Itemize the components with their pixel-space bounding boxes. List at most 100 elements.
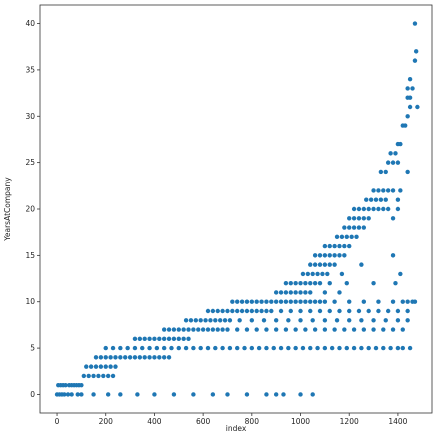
data-point [210,392,216,397]
data-point [351,327,357,332]
data-point [242,345,247,351]
data-point [359,318,364,323]
data-point [183,318,189,323]
data-point [203,318,208,323]
data-point [205,308,211,314]
data-point [196,327,201,332]
data-point [412,58,418,63]
data-point [385,188,391,193]
data-point [312,327,318,332]
data-point [264,392,269,397]
data-point [220,327,225,332]
data-point [235,327,240,332]
data-point [118,345,123,351]
data-point [113,364,118,369]
data-point [237,318,242,323]
data-point [288,290,293,295]
data-point [337,253,342,258]
data-point [327,308,332,314]
data-point [371,280,376,286]
data-point [135,392,140,397]
data-point [176,327,181,332]
data-point [225,327,230,332]
data-point [407,104,413,110]
data-point [322,290,328,295]
data-point [303,290,308,295]
data-point [405,299,410,304]
data-point [239,299,245,304]
data-point [322,318,328,323]
data-point [273,327,279,332]
data-point [298,308,303,314]
data-point [376,206,381,212]
data-point [347,225,352,230]
data-point [351,225,357,230]
data-point [264,345,269,351]
data-point [317,308,323,314]
data-point [395,160,401,165]
data-point [75,392,80,397]
data-point [342,243,347,249]
data-point [366,308,371,314]
data-point [93,364,99,369]
data-point [188,318,194,323]
data-point [378,197,384,202]
data-point [317,262,323,267]
data-point [390,327,396,332]
data-point [110,345,116,351]
data-point [147,336,152,342]
data-point [332,253,337,258]
data-point [303,327,308,332]
data-point [310,271,315,277]
data-point [132,345,138,351]
data-point [171,327,177,332]
data-point [344,280,349,286]
y-tick-label: 0 [30,390,35,399]
data-point [293,299,298,304]
data-point [213,345,218,351]
data-point [215,308,220,314]
data-point [390,299,396,304]
data-point [63,382,68,388]
data-point [349,234,354,240]
data-point [288,308,293,314]
data-point [305,271,311,277]
data-point [317,253,323,258]
data-point [69,392,74,397]
data-point [123,355,128,360]
data-point [205,327,211,332]
data-point [161,327,167,332]
data-point [405,86,410,91]
data-point [293,345,298,351]
data-point [351,206,357,212]
data-point [315,345,320,351]
data-point [393,151,398,156]
data-point [308,308,313,314]
data-point [412,299,418,304]
data-point [410,86,415,91]
data-point [381,188,386,193]
data-point [347,299,352,304]
data-point [405,308,410,314]
x-axis-label: index [226,424,247,433]
data-point [278,308,284,314]
data-point [390,160,396,165]
data-point [283,280,289,286]
data-point [312,299,318,304]
data-point [142,355,147,360]
data-point [413,49,419,54]
data-point [157,336,162,342]
data-point [337,290,342,295]
data-point [351,345,357,351]
x-tick-label: 200 [99,417,114,426]
data-point [298,280,303,286]
data-point [176,336,181,342]
data-point [244,392,250,397]
data-point [103,364,108,369]
data-point [337,345,342,351]
data-point [147,345,152,351]
data-point [300,345,306,351]
data-point [371,188,376,193]
data-point [398,271,403,277]
